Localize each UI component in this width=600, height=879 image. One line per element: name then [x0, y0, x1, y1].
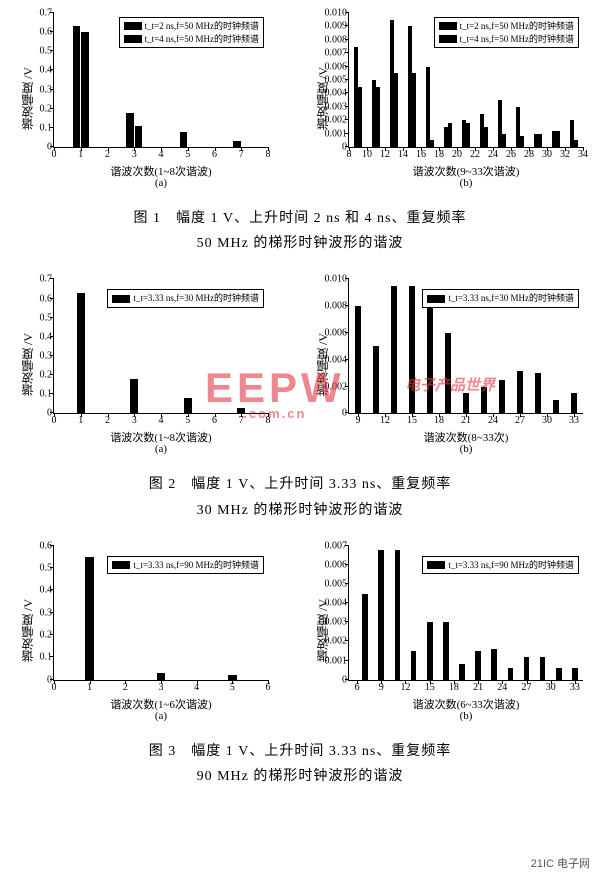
y-axis-label: 谐波幅度 /V [314, 599, 331, 662]
figure-3-row: 00.10.20.30.40.50.60123456谐波幅度 /V谐波次数(1~… [5, 541, 595, 731]
bar [553, 400, 558, 413]
bar [355, 306, 360, 413]
bar [491, 649, 497, 680]
bar [481, 387, 486, 414]
bar [524, 657, 530, 680]
bar [233, 141, 240, 147]
legend: t_t=2 ns,f=50 MHz的时钟频谱t_t=4 ns,f=50 MHz的… [434, 17, 579, 48]
bar [378, 550, 384, 680]
bar [394, 73, 398, 147]
bar [445, 333, 450, 413]
bar [376, 87, 380, 147]
caption-line2: 90 MHz 的梯形时钟波形的谐波 [5, 764, 595, 789]
bar [574, 140, 578, 147]
legend-label: t_t=2 ns,f=50 MHz的时钟频谱 [145, 20, 259, 33]
fig1-caption: 图 1 幅度 1 V、上升时间 2 ns 和 4 ns、重复频率 50 MHz … [5, 206, 595, 256]
subplot-label: (a) [155, 177, 167, 189]
figure-2-row: 00.10.20.30.40.50.60.7012345678谐波幅度 /V谐波… [5, 274, 595, 464]
bar [130, 379, 138, 413]
bar [448, 123, 452, 147]
subplot-label: (a) [155, 710, 167, 722]
footer-logo: 21IC 电子网 [531, 855, 590, 871]
bar [85, 557, 94, 680]
legend-label: t_t=4 ns,f=50 MHz的时钟频谱 [460, 33, 574, 46]
bar [556, 668, 562, 679]
bar [426, 67, 430, 147]
subplot-label: (b) [460, 710, 473, 722]
bar [517, 371, 522, 414]
bar [508, 668, 514, 679]
subplot-label: (b) [460, 177, 473, 189]
legend: t_t=3.33 ns,f=90 MHz的时钟频谱 [107, 556, 264, 575]
caption-line2: 50 MHz 的梯形时钟波形的谐波 [5, 231, 595, 256]
bar [499, 380, 504, 414]
bar [443, 622, 449, 679]
legend-label: t_t=3.33 ns,f=30 MHz的时钟频谱 [133, 292, 259, 305]
fig1-chart-a: 00.10.20.30.40.50.60.7012345678谐波幅度 /V谐波… [5, 8, 285, 198]
y-axis-label: 谐波幅度 /V [19, 333, 36, 396]
caption-line1: 图 2 幅度 1 V、上升时间 3.33 ns、重复频率 [5, 472, 595, 497]
legend-label: t_t=2 ns,f=50 MHz的时钟频谱 [460, 20, 574, 33]
bar [535, 373, 540, 413]
bar [81, 32, 88, 147]
bar [502, 134, 506, 147]
fig2-caption: 图 2 幅度 1 V、上升时间 3.33 ns、重复频率 30 MHz 的梯形时… [5, 472, 595, 522]
caption-line1: 图 3 幅度 1 V、上升时间 3.33 ns、重复频率 [5, 739, 595, 764]
bar [571, 393, 576, 413]
bar [427, 622, 433, 679]
caption-line1: 图 1 幅度 1 V、上升时间 2 ns 和 4 ns、重复频率 [5, 206, 595, 231]
bar [556, 131, 560, 147]
bar [77, 293, 85, 414]
bar [412, 73, 416, 147]
legend: t_t=3.33 ns,f=30 MHz的时钟频谱 [422, 289, 579, 308]
y-axis-label: 谐波幅度 /V [19, 67, 36, 130]
legend: t_t=2 ns,f=50 MHz的时钟频谱t_t=4 ns,f=50 MHz的… [119, 17, 264, 48]
legend-label: t_t=3.33 ns,f=30 MHz的时钟频谱 [448, 292, 574, 305]
bar [395, 550, 401, 680]
bar [430, 140, 434, 147]
bar [391, 286, 396, 413]
bar [126, 113, 133, 147]
bar [427, 293, 432, 414]
bar [184, 398, 192, 413]
bar [459, 664, 465, 679]
bar [572, 668, 578, 679]
bar [520, 136, 524, 147]
bar [157, 673, 166, 680]
subplot-label: (a) [155, 443, 167, 455]
legend: t_t=3.33 ns,f=30 MHz的时钟频谱 [107, 289, 264, 308]
fig3-chart-b: 00.0010.0020.0030.0040.0050.0060.0076912… [300, 541, 595, 731]
caption-line2: 30 MHz 的梯形时钟波形的谐波 [5, 498, 595, 523]
bar [373, 346, 378, 413]
bar [409, 286, 414, 413]
y-axis-label: 谐波幅度 /V [314, 67, 331, 130]
bar [475, 651, 481, 680]
bar [358, 87, 362, 147]
legend-label: t_t=3.33 ns,f=90 MHz的时钟频谱 [133, 559, 259, 572]
bar [466, 123, 470, 147]
figure-1-row: 00.10.20.30.40.50.60.7012345678谐波幅度 /V谐波… [5, 8, 595, 198]
subplot-label: (b) [460, 443, 473, 455]
fig3-caption: 图 3 幅度 1 V、上升时间 3.33 ns、重复频率 90 MHz 的梯形时… [5, 739, 595, 789]
bar [484, 127, 488, 147]
bar [237, 408, 245, 414]
bar [73, 26, 80, 147]
bar [228, 675, 237, 679]
y-axis-label: 谐波幅度 /V [314, 333, 331, 396]
bar [362, 594, 368, 680]
legend: t_t=3.33 ns,f=90 MHz的时钟频谱 [422, 556, 579, 575]
fig2-chart-b: 00.0020.0040.0060.0080.01091215182124273… [300, 274, 595, 464]
bar [538, 134, 542, 147]
fig2-chart-a: 00.10.20.30.40.50.60.7012345678谐波幅度 /V谐波… [5, 274, 285, 464]
legend-label: t_t=3.33 ns,f=90 MHz的时钟频谱 [448, 559, 574, 572]
fig1-chart-b: 00.0010.0020.0030.0040.0050.0060.0070.00… [300, 8, 595, 198]
fig3-chart-a: 00.10.20.30.40.50.60123456谐波幅度 /V谐波次数(1~… [5, 541, 285, 731]
bar [180, 132, 187, 147]
bar [135, 126, 142, 147]
y-axis-label: 谐波幅度 /V [19, 599, 36, 662]
legend-label: t_t=4 ns,f=50 MHz的时钟频谱 [145, 33, 259, 46]
bar [411, 651, 417, 680]
bar [463, 393, 468, 413]
bar [540, 657, 546, 680]
